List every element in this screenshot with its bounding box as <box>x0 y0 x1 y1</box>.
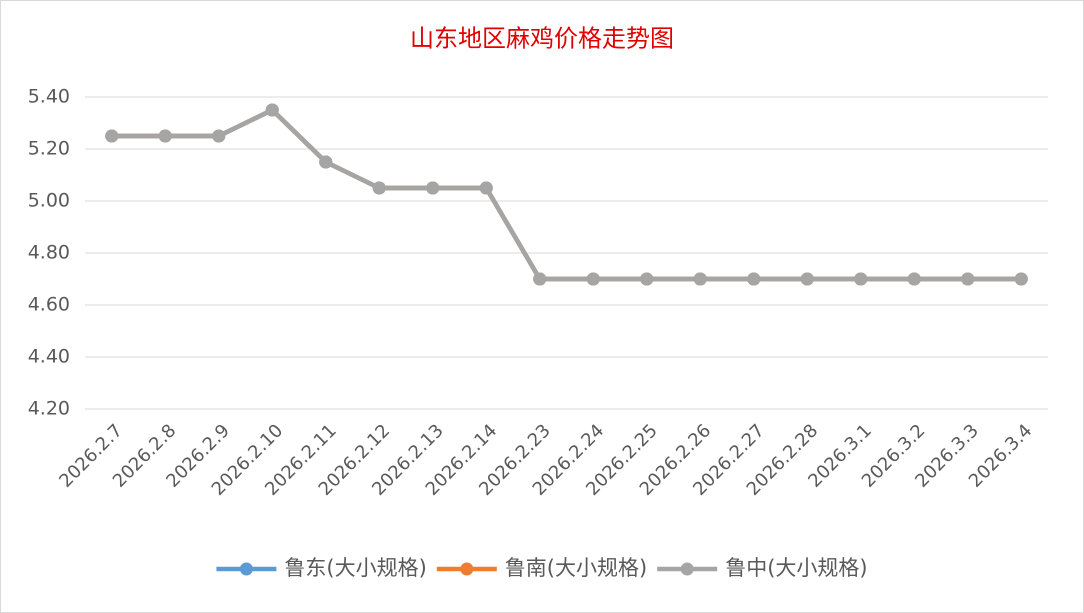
data-point <box>533 272 547 286</box>
legend-swatch-dot <box>239 562 253 576</box>
y-tick-label: 5.20 <box>28 138 70 160</box>
data-point <box>265 103 279 117</box>
data-point <box>372 181 386 195</box>
y-tick-label: 4.80 <box>28 242 70 264</box>
legend-swatch-dot <box>680 562 694 576</box>
y-tick-label: 5.40 <box>28 86 70 108</box>
series-line <box>111 107 1022 282</box>
legend-label: 鲁中(大小规格) <box>725 556 867 580</box>
data-point <box>158 129 172 143</box>
data-point <box>1014 272 1028 286</box>
y-tick-label: 4.60 <box>28 294 70 316</box>
data-point <box>105 129 119 143</box>
legend-label: 鲁南(大小规格) <box>505 556 647 580</box>
y-tick-label: 4.40 <box>28 346 70 368</box>
chart-title: 山东地区麻鸡价格走势图 <box>410 25 674 53</box>
data-point <box>907 272 921 286</box>
data-point <box>800 272 814 286</box>
data-point <box>747 272 761 286</box>
data-point <box>319 155 333 169</box>
y-tick-label: 4.20 <box>28 398 70 420</box>
data-point <box>586 272 600 286</box>
data-point <box>479 181 493 195</box>
y-tick-label: 5.00 <box>28 190 70 212</box>
data-point <box>426 181 440 195</box>
data-point <box>961 272 975 286</box>
legend: 鲁东(大小规格) 鲁南(大小规格) 鲁中(大小规格) <box>216 556 868 580</box>
data-point <box>640 272 654 286</box>
legend-label: 鲁东(大小规格) <box>284 556 426 580</box>
legend-swatch-dot <box>460 562 474 576</box>
data-point <box>212 129 226 143</box>
data-point <box>693 272 707 286</box>
data-point <box>854 272 868 286</box>
